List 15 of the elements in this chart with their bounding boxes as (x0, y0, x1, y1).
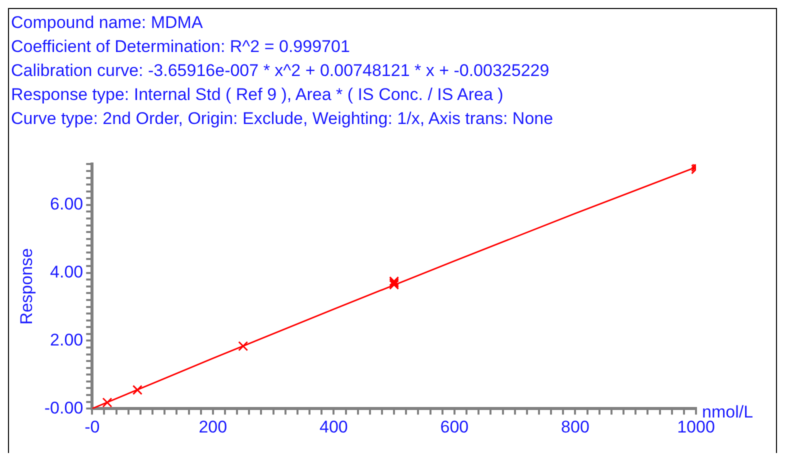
x-tick-label: 600 (440, 417, 469, 436)
y-axis-title: Response (16, 248, 36, 325)
chart-title: Compound name: MDMA (11, 12, 204, 34)
x-tick-label: -0 (84, 417, 100, 436)
text: Coefficient of Determination: R^2 = 0.999701 (11, 36, 351, 58)
x-tick-label: 200 (198, 417, 228, 436)
y-tick-label: 6.00 (50, 194, 84, 214)
x-tick-label: 800 (561, 417, 590, 436)
y-tick-label: 4.00 (50, 262, 84, 282)
y-tick-label: -0.00 (44, 398, 84, 418)
text: Curve type: 2nd Order, Origin: Exclude, Weighting: 1/x, Axis trans: None (11, 108, 554, 130)
text: Response type: Internal Std ( Ref 9 ), Area * ( IS Conc. / IS Area ) (11, 84, 504, 106)
y-tick-label: 2.00 (50, 330, 84, 350)
x-tick-label: 400 (320, 417, 348, 436)
text: Calibration curve: -3.65916e-007 * x^2 + 0.00748121 * x + -0.00325229 (11, 60, 550, 82)
